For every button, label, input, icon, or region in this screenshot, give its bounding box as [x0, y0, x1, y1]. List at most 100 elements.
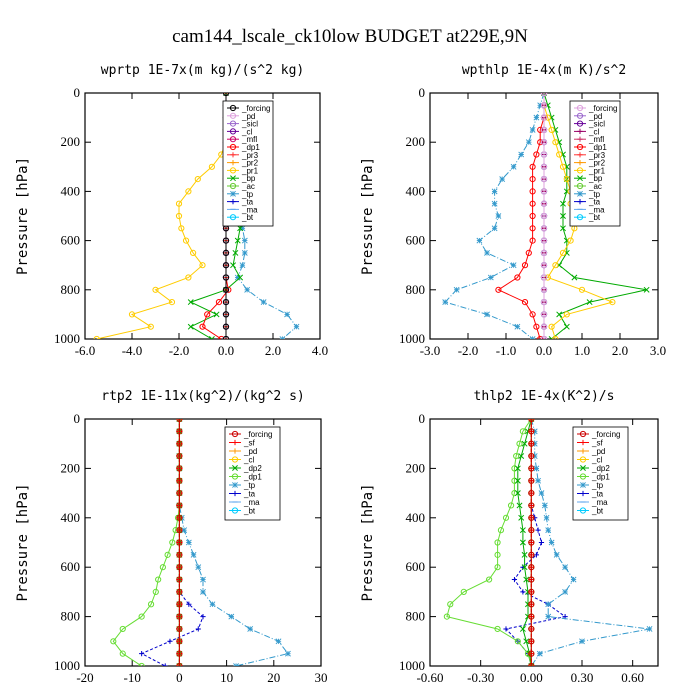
y-tick-label: 200 — [406, 460, 426, 475]
x-tick-label: 3.0 — [650, 343, 666, 358]
data-point — [128, 311, 136, 318]
legend-label: _ta — [243, 490, 256, 499]
data-point — [222, 311, 230, 318]
data-point — [230, 262, 237, 269]
data-point — [244, 286, 251, 293]
data-point — [195, 564, 202, 571]
data-point — [119, 625, 126, 633]
data-point — [233, 663, 239, 666]
legend-marker — [232, 490, 238, 497]
data-point — [491, 200, 498, 207]
legend-label: _pr3 — [588, 151, 606, 160]
data-point — [159, 564, 166, 571]
legend-marker — [576, 120, 584, 127]
data-point — [521, 262, 529, 269]
y-tick-label: 0 — [419, 85, 426, 100]
legend-marker — [580, 482, 586, 488]
plot-frame — [429, 418, 659, 667]
data-point — [533, 465, 540, 472]
data-point — [528, 527, 535, 534]
data-point — [519, 527, 526, 534]
x-tick-label: 10 — [220, 670, 233, 685]
data-point — [540, 335, 548, 339]
y-tick-label: 800 — [406, 609, 426, 624]
legend-marker — [230, 160, 236, 166]
data-point — [523, 638, 530, 645]
data-point — [528, 440, 535, 447]
legend-marker — [231, 473, 239, 480]
data-point — [185, 188, 192, 195]
data-point — [560, 225, 566, 232]
data-point — [176, 477, 183, 484]
data-point — [502, 514, 510, 521]
y-tick-label: 800 — [61, 609, 81, 624]
data-point — [540, 188, 548, 195]
legend-marker — [580, 439, 586, 446]
legend-label: _bp — [241, 174, 256, 183]
data-point — [176, 564, 183, 571]
data-point — [222, 262, 230, 269]
data-point — [545, 527, 552, 534]
data-point — [528, 588, 535, 596]
legend-label: _tp — [591, 481, 604, 490]
data-point — [293, 323, 300, 330]
data-point — [284, 311, 291, 318]
y-tick-label: 200 — [61, 134, 81, 149]
legend-label: _pr1 — [241, 166, 259, 175]
data-point — [147, 601, 155, 608]
data-point — [519, 428, 526, 435]
data-point — [540, 262, 548, 269]
data-point — [529, 237, 536, 244]
data-point — [553, 551, 560, 558]
data-point — [222, 274, 230, 281]
data-point — [186, 601, 192, 607]
data-point — [176, 440, 183, 447]
data-point — [495, 286, 502, 293]
plot-frame — [84, 92, 321, 340]
data-point — [552, 139, 559, 146]
legend-label: _ma — [591, 498, 608, 507]
data-point — [525, 249, 532, 256]
data-point — [514, 465, 521, 472]
data-point — [176, 428, 183, 435]
data-point — [491, 188, 498, 195]
data-point — [528, 613, 535, 620]
data-point — [222, 237, 230, 244]
data-point — [540, 274, 548, 281]
legend-marker — [580, 490, 586, 497]
panel-2: wpthlp 1E-4x(m K)/s^2 Pressure [hPa] -3.0 -… — [360, 63, 666, 358]
legend-label: _bt — [588, 213, 601, 222]
data-point — [237, 225, 244, 232]
legend-label: _mfl — [588, 135, 604, 144]
legend-marker — [579, 430, 587, 438]
data-point — [139, 651, 145, 657]
data-point — [529, 188, 536, 195]
data-point — [521, 299, 529, 306]
legend-marker — [229, 143, 237, 151]
data-point — [176, 613, 183, 620]
y-axis-label: Pressure [hPa] — [360, 483, 376, 601]
data-point — [540, 200, 548, 207]
data-point — [511, 477, 518, 484]
data-point — [540, 237, 548, 244]
y-tick-label: 1000 — [54, 658, 80, 673]
data-point — [579, 638, 585, 645]
legend: _forcing_pd_sicl_cl_mfl_dp1_pr3_pr2_pr1_… — [222, 100, 274, 227]
data-point — [494, 539, 501, 546]
data-point — [222, 335, 230, 339]
y-tick-label: 0 — [74, 85, 81, 100]
legend-label: _pd — [591, 447, 605, 456]
legend: _forcing_sf_pd_cl_dp2_dp1_tp_ta_ma_bt — [572, 426, 629, 521]
data-point — [531, 440, 538, 447]
data-point — [538, 490, 545, 497]
data-point — [460, 588, 467, 596]
data-point — [533, 323, 540, 330]
x-tick-label: 2.0 — [612, 343, 628, 358]
data-point — [494, 551, 501, 558]
legend-label: _bt — [591, 507, 604, 516]
data-point — [562, 564, 569, 571]
data-point — [486, 576, 493, 583]
y-tick-label: 600 — [406, 559, 426, 574]
data-point — [529, 225, 536, 232]
data-point — [528, 477, 535, 484]
